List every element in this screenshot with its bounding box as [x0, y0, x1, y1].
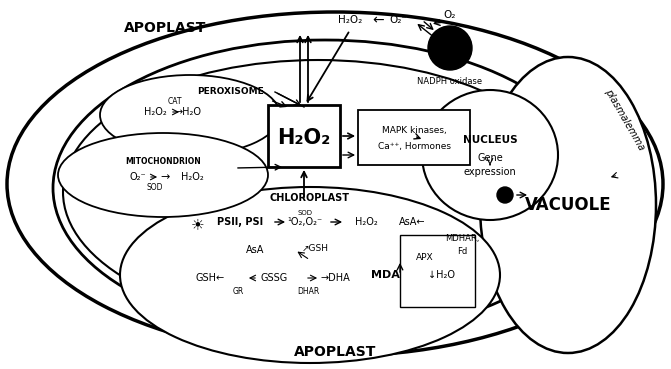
Text: →DHA: →DHA: [320, 273, 350, 283]
Text: H₂O₂: H₂O₂: [338, 15, 362, 25]
Bar: [268, 105, 340, 167]
Ellipse shape: [120, 187, 500, 363]
Text: ☀: ☀: [191, 217, 205, 232]
Bar: [400, 235, 475, 307]
Ellipse shape: [100, 75, 280, 155]
Text: →: →: [160, 172, 170, 182]
Text: ←: ←: [372, 13, 384, 27]
Text: plasmalemma: plasmalemma: [603, 87, 647, 152]
Text: H₂O₂: H₂O₂: [144, 107, 166, 117]
Ellipse shape: [63, 60, 573, 324]
Text: H₂O₂: H₂O₂: [355, 217, 377, 227]
Text: MDHAR,: MDHAR,: [445, 234, 479, 242]
Text: SOD: SOD: [147, 183, 163, 192]
Text: →H₂O: →H₂O: [174, 107, 201, 117]
Text: ↗GSH: ↗GSH: [301, 244, 329, 252]
Bar: [358, 110, 470, 165]
Text: Gene: Gene: [477, 153, 503, 163]
Circle shape: [428, 26, 472, 70]
Text: O₂⁻: O₂⁻: [389, 15, 407, 25]
Text: VACUOLE: VACUOLE: [525, 196, 611, 214]
Ellipse shape: [422, 90, 558, 220]
Text: O₂⁻: O₂⁻: [130, 172, 146, 182]
Circle shape: [497, 187, 513, 203]
Text: ¹O₂,O₂⁻: ¹O₂,O₂⁻: [287, 217, 323, 227]
Ellipse shape: [58, 133, 268, 217]
Text: CHLOROPLAST: CHLOROPLAST: [270, 193, 350, 203]
Text: CAT: CAT: [168, 97, 183, 107]
Text: GSH←: GSH←: [195, 273, 225, 283]
Text: NADPH oxidase: NADPH oxidase: [417, 77, 482, 86]
Text: ↓H₂O: ↓H₂O: [429, 270, 456, 280]
Text: APOPLAST: APOPLAST: [124, 21, 206, 35]
Text: DHAR: DHAR: [297, 287, 319, 297]
Text: Fd: Fd: [457, 246, 467, 255]
Text: SOD: SOD: [297, 210, 313, 216]
Text: PSII, PSI: PSII, PSI: [217, 217, 263, 227]
Text: Ca⁺⁺, Hormones: Ca⁺⁺, Hormones: [378, 141, 450, 151]
Text: AsA: AsA: [246, 245, 264, 255]
Text: MAPK kinases,: MAPK kinases,: [382, 125, 446, 134]
Ellipse shape: [53, 40, 597, 336]
Text: GSSG: GSSG: [260, 273, 288, 283]
Text: GR: GR: [232, 287, 244, 297]
Text: MDA: MDA: [370, 270, 399, 280]
Text: MITOCHONDRION: MITOCHONDRION: [125, 158, 201, 166]
Text: O₂: O₂: [444, 10, 456, 20]
Text: expression: expression: [464, 167, 517, 177]
Text: NUCLEUS: NUCLEUS: [463, 135, 517, 145]
Ellipse shape: [480, 57, 656, 353]
Text: AsA←: AsA←: [399, 217, 425, 227]
Text: H₂O₂: H₂O₂: [277, 128, 331, 148]
Text: PEROXISOME: PEROXISOME: [197, 87, 264, 97]
Ellipse shape: [7, 12, 663, 356]
Text: APX: APX: [416, 254, 434, 262]
Text: H₂O₂: H₂O₂: [180, 172, 203, 182]
Text: APOPLAST: APOPLAST: [294, 345, 376, 359]
